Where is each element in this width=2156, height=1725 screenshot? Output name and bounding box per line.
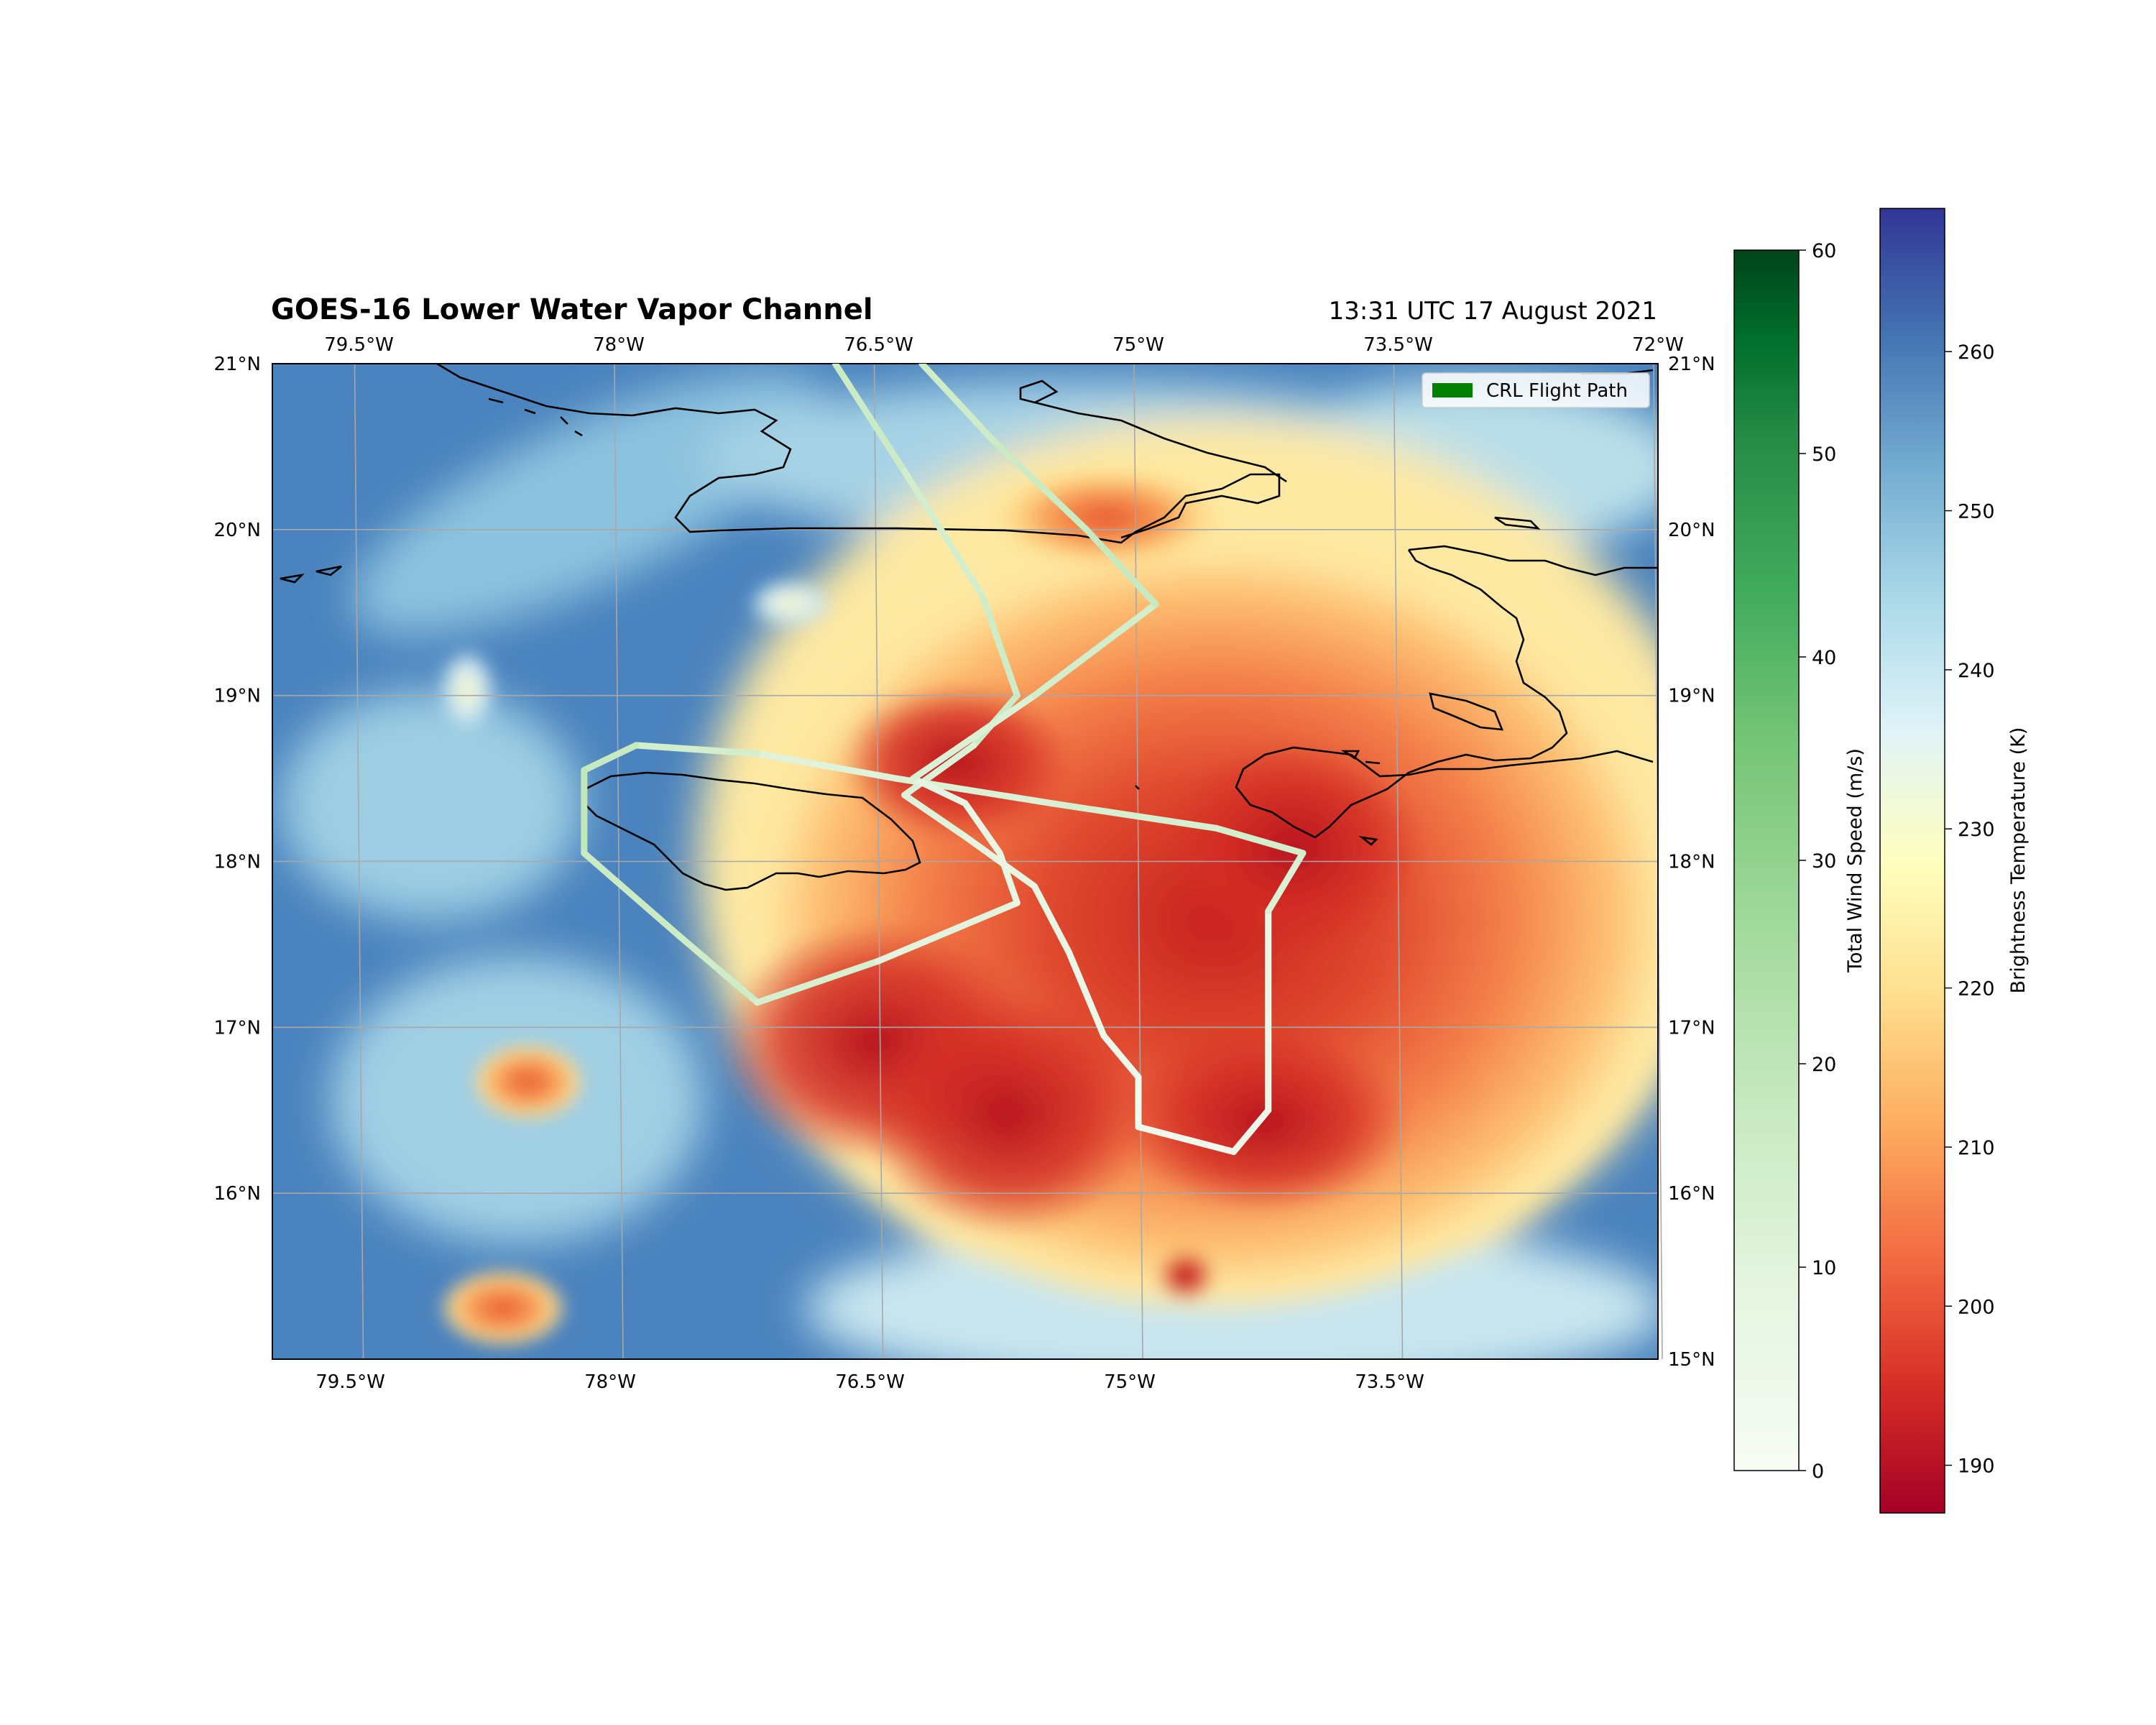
flight-path-segment — [910, 692, 1038, 782]
lon-tick-label-bottom: 76.5°W — [835, 1371, 905, 1393]
flight-path-segment — [754, 957, 882, 1006]
flight-path-segment — [1031, 883, 1073, 956]
colorbar-tick-label: 60 — [1812, 240, 1836, 262]
lon-tick-label-top: 79.5°W — [324, 334, 394, 356]
colorbar-wind-speed-bar — [1733, 249, 1800, 1471]
colorbar-brightness-temperature-bar — [1879, 208, 1945, 1514]
flight-path-segment — [1083, 526, 1159, 608]
cuba-coastline — [436, 364, 1281, 544]
colorbar-tick-label: 220 — [1958, 978, 1995, 1000]
lat-tick-label-right: 21°N — [1668, 354, 1715, 375]
lat-tick-label-left: 19°N — [213, 686, 261, 707]
hispaniola-coastline — [1235, 545, 1658, 839]
lat-tick-label-right: 16°N — [1668, 1183, 1715, 1205]
colorbar-tick-label: 50 — [1812, 443, 1836, 466]
lon-tick-label-bottom: 73.5°W — [1355, 1371, 1424, 1393]
small-islands — [1135, 750, 1381, 846]
lat-tick-label-left: 20°N — [213, 520, 261, 541]
flight-path-segment — [632, 742, 761, 757]
colorbar-tick-label: 30 — [1812, 850, 1836, 873]
legend: CRL Flight Path — [1422, 372, 1650, 408]
legend-label: CRL Flight Path — [1486, 380, 1628, 402]
crl-flight-path — [581, 364, 1307, 1155]
lon-tick-label-bottom: 75°W — [1104, 1371, 1156, 1393]
colorbar-tick-label: 20 — [1812, 1054, 1836, 1076]
flight-path-segment — [1100, 1032, 1142, 1081]
lat-tick-label-left: 18°N — [213, 852, 261, 873]
map-title: GOES-16 Lower Water Vapor Channel — [271, 293, 873, 326]
legend-swatch — [1432, 383, 1473, 397]
colorbar-tick-label: 210 — [1958, 1137, 1995, 1159]
flight-path-segment — [676, 932, 761, 1006]
lon-tick-label-top: 73.5°W — [1363, 334, 1433, 356]
colorbar-brightness-temperature-ticks: 190 200 210 220 230 240 250 260 — [1945, 341, 1995, 1478]
lat-tick-label-right: 17°N — [1668, 1017, 1715, 1039]
flight-path-segment — [831, 364, 908, 475]
bahamas-islands — [488, 369, 1654, 530]
flight-path-segment — [1135, 1123, 1238, 1155]
lon-tick-label-top: 75°W — [1112, 334, 1164, 356]
flight-path-segment — [1031, 601, 1159, 699]
flight-path-segment — [1066, 949, 1107, 1039]
flight-path-segment — [987, 435, 1090, 533]
lat-tick-label-right: 19°N — [1668, 686, 1715, 707]
cuba-east-coastline — [1019, 380, 1287, 483]
lon-tick-label-bottom: 79.5°W — [315, 1371, 385, 1393]
lat-tick-label-left: 21°N — [213, 354, 261, 375]
flight-path-segment — [996, 850, 1021, 906]
flight-path-segment — [901, 742, 977, 799]
map-frame — [272, 363, 1659, 1360]
flight-path-segment — [754, 750, 900, 782]
jamaica-coastline — [581, 771, 921, 891]
flight-path-segment — [581, 742, 640, 774]
gonave-island — [1429, 692, 1504, 731]
map-timestamp: 13:31 UTC 17 August 2021 — [1329, 297, 1657, 326]
colorbar-wind-speed: 0 10 20 30 40 50 60 Total Wind Speed (m/s) — [1733, 240, 1866, 1483]
flight-path-segment — [1265, 850, 1307, 915]
flight-path-segment — [1212, 824, 1307, 857]
flight-path-segment — [875, 899, 1021, 965]
flight-path-segment — [1230, 1107, 1272, 1155]
flight-path-segment — [581, 850, 683, 939]
flight-path-segment — [1049, 800, 1220, 832]
colorbar-tick-label: 250 — [1958, 501, 1995, 523]
lat-tick-label-left: 16°N — [213, 1183, 261, 1205]
colorbar-tick-label: 230 — [1958, 819, 1995, 841]
colorbar-tick-label: 240 — [1958, 660, 1995, 682]
lat-tick-label-right: 20°N — [1668, 520, 1715, 541]
flight-path-segment — [979, 592, 1021, 699]
colorbar-brightness-temperature-label: Brightness Temperature (K) — [2007, 727, 2030, 994]
flight-path-segment — [918, 364, 995, 442]
colorbar-tick-label: 260 — [1958, 341, 1995, 364]
colorbar-wind-speed-ticks: 0 10 20 30 40 50 60 — [1799, 240, 1836, 1483]
lat-tick-label-left: 17°N — [213, 1017, 261, 1039]
colorbar-tick-label: 10 — [1812, 1257, 1836, 1279]
lat-tick-label-right: 18°N — [1668, 852, 1715, 873]
lon-tick-label-top: 78°W — [593, 334, 645, 356]
lon-tick-label-top: 76.5°W — [844, 334, 913, 356]
colorbar-tick-label: 40 — [1812, 647, 1836, 669]
colorbar-tick-label: 190 — [1958, 1455, 1995, 1478]
lat-tick-label-right: 15°N — [1668, 1349, 1715, 1371]
cayman-islands — [280, 565, 342, 584]
colorbar-tick-label: 0 — [1812, 1460, 1824, 1483]
lon-tick-label-top: 72°W — [1632, 334, 1684, 356]
flight-path-segment — [901, 791, 969, 840]
flight-path-segment — [962, 800, 1003, 857]
flight-path-segment — [901, 468, 986, 599]
coastlines — [280, 364, 1658, 891]
axis-tick-labels: 79.5°W 78°W 76.5°W 75°W 73.5°W 72°W 79.5°W 78°W… — [213, 334, 1715, 1393]
colorbar-brightness-temperature: 190 200 210 220 230 240 250 260 Brightness Temp… — [1879, 208, 2030, 1514]
colorbar-tick-label: 200 — [1958, 1296, 1995, 1318]
flight-path-segment — [910, 775, 969, 807]
lon-tick-label-bottom: 78°W — [584, 1371, 636, 1393]
colorbar-wind-speed-label: Total Wind Speed (m/s) — [1844, 748, 1866, 973]
